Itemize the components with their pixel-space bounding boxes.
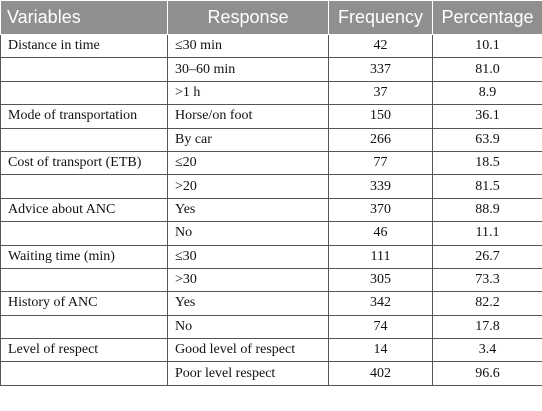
cell-percentage: 17.8	[432, 314, 542, 340]
cell-response: ≤30	[167, 244, 329, 269]
cell-response: Poor level respect	[167, 361, 329, 386]
cell-variable: Waiting time (min)	[0, 244, 168, 269]
table-row: By car 266 63.9	[0, 127, 542, 152]
cell-response: >1 h	[167, 80, 329, 106]
table-row: Mode of transportation Horse/on foot 150 36…	[0, 104, 542, 129]
cell-percentage: 82.2	[432, 291, 542, 316]
header-row: Variables Response Frequency Percentage	[0, 0, 542, 35]
cell-variable	[0, 361, 168, 386]
header-response: Response	[167, 0, 329, 35]
table-row: Distance in time ≤30 min 42 10.1	[0, 33, 542, 59]
cell-response: By car	[167, 127, 329, 152]
cell-response: ≤30 min	[167, 33, 329, 59]
cell-variable	[0, 127, 168, 152]
cell-frequency: 74	[328, 314, 433, 340]
cell-response: No	[167, 221, 329, 246]
cell-percentage: 11.1	[432, 221, 542, 246]
cell-variable	[0, 221, 168, 246]
table-row: >20 339 81.5	[0, 174, 542, 199]
header-percentage: Percentage	[432, 0, 542, 35]
cell-variable: Cost of transport (ETB)	[0, 150, 168, 176]
cell-frequency: 46	[328, 221, 433, 246]
cell-response: >20	[167, 174, 329, 199]
table-body: Distance in time ≤30 min 42 10.1 30–60 min 33…	[0, 33, 542, 386]
cell-frequency: 402	[328, 361, 433, 386]
cell-variable	[0, 57, 168, 82]
cell-percentage: 18.5	[432, 150, 542, 176]
cell-frequency: 342	[328, 291, 433, 316]
cell-variable	[0, 80, 168, 106]
cell-percentage: 81.5	[432, 174, 542, 199]
cell-variable	[0, 267, 168, 293]
cell-variable: Level of respect	[0, 338, 168, 363]
cell-response: Yes	[167, 197, 329, 223]
cell-percentage: 26.7	[432, 244, 542, 269]
cell-response: Yes	[167, 291, 329, 316]
table-row: >30 305 73.3	[0, 267, 542, 293]
cell-response: 30–60 min	[167, 57, 329, 82]
table-row: Cost of transport (ETB) ≤20 77 18.5	[0, 150, 542, 176]
cell-frequency: 266	[328, 127, 433, 152]
cell-frequency: 77	[328, 150, 433, 176]
header-variables: Variables	[0, 0, 168, 35]
cell-variable	[0, 314, 168, 340]
cell-frequency: 111	[328, 244, 433, 269]
table-row: History of ANC Yes 342 82.2	[0, 291, 542, 316]
table-row: 30–60 min 337 81.0	[0, 57, 542, 82]
header-frequency: Frequency	[328, 0, 433, 35]
table-row: No 46 11.1	[0, 221, 542, 246]
table-row: Poor level respect 402 96.6	[0, 361, 542, 386]
data-table: Variables Response Frequency Percentage …	[0, 0, 542, 386]
cell-frequency: 37	[328, 80, 433, 106]
cell-percentage: 10.1	[432, 33, 542, 59]
cell-response: No	[167, 314, 329, 340]
table-row: Waiting time (min) ≤30 111 26.7	[0, 244, 542, 269]
cell-percentage: 88.9	[432, 197, 542, 223]
cell-variable: Distance in time	[0, 33, 168, 59]
cell-variable: Mode of transportation	[0, 104, 168, 129]
cell-frequency: 305	[328, 267, 433, 293]
cell-response: Good level of respect	[167, 338, 329, 363]
table-row: Advice about ANC Yes 370 88.9	[0, 197, 542, 223]
cell-variable: Advice about ANC	[0, 197, 168, 223]
cell-response: >30	[167, 267, 329, 293]
cell-response: Horse/on foot	[167, 104, 329, 129]
table-header: Variables Response Frequency Percentage	[0, 0, 542, 35]
cell-percentage: 36.1	[432, 104, 542, 129]
cell-frequency: 337	[328, 57, 433, 82]
table-row: >1 h 37 8.9	[0, 80, 542, 106]
cell-variable: History of ANC	[0, 291, 168, 316]
cell-percentage: 96.6	[432, 361, 542, 386]
cell-frequency: 42	[328, 33, 433, 59]
cell-frequency: 339	[328, 174, 433, 199]
cell-variable	[0, 174, 168, 199]
cell-frequency: 370	[328, 197, 433, 223]
cell-percentage: 3.4	[432, 338, 542, 363]
cell-response: ≤20	[167, 150, 329, 176]
cell-percentage: 8.9	[432, 80, 542, 106]
cell-percentage: 81.0	[432, 57, 542, 82]
cell-frequency: 14	[328, 338, 433, 363]
cell-percentage: 73.3	[432, 267, 542, 293]
cell-percentage: 63.9	[432, 127, 542, 152]
table-row: No 74 17.8	[0, 314, 542, 340]
cell-frequency: 150	[328, 104, 433, 129]
table-row: Level of respect Good level of respect 14 3…	[0, 338, 542, 363]
